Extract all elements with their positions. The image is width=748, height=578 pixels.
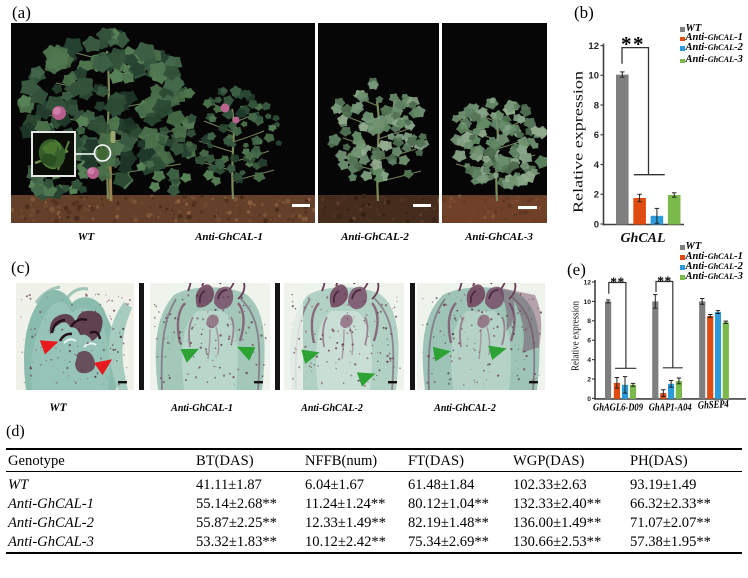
svg-text:**: ** [621, 32, 645, 56]
svg-text:GhSEP4: GhSEP4 [698, 398, 730, 412]
svg-text:12: 12 [583, 279, 591, 286]
svg-text:12: 12 [588, 41, 599, 52]
svg-text:GhAP1-A04: GhAP1-A04 [649, 402, 692, 414]
svg-text:2: 2 [587, 376, 591, 383]
svg-text:8: 8 [594, 101, 599, 112]
svg-text:10: 10 [588, 71, 599, 82]
svg-text:Relative expression: Relative expression [570, 301, 582, 371]
svg-text:0: 0 [594, 219, 599, 230]
svg-text:8: 8 [587, 318, 591, 325]
svg-text:4: 4 [587, 357, 591, 364]
svg-text:10: 10 [583, 299, 591, 306]
svg-text:Relative expression: Relative expression [572, 71, 587, 213]
svg-text:4: 4 [594, 160, 600, 171]
svg-text:**: ** [657, 274, 672, 289]
svg-text:6: 6 [587, 338, 591, 345]
svg-text:0: 0 [587, 396, 591, 403]
svg-text:GhAGL6-D09: GhAGL6-D09 [593, 402, 643, 414]
svg-text:2: 2 [594, 190, 599, 201]
svg-text:6: 6 [594, 130, 599, 141]
svg-text:GhCAL: GhCAL [620, 231, 665, 246]
svg-text:**: ** [610, 275, 625, 290]
